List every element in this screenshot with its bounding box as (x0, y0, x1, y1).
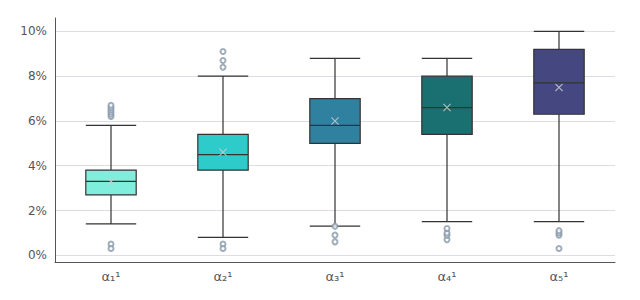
svg-text:4%: 4% (28, 159, 47, 173)
svg-text:α₁¹: α₁¹ (102, 269, 121, 284)
svg-text:α₂¹: α₂¹ (214, 269, 233, 284)
svg-text:α₅¹: α₅¹ (550, 269, 569, 284)
svg-text:10%: 10% (20, 24, 47, 38)
svg-text:α₃¹: α₃¹ (326, 269, 345, 284)
svg-text:α₄¹: α₄¹ (438, 269, 457, 284)
svg-text:8%: 8% (28, 69, 47, 83)
svg-text:0%: 0% (28, 248, 47, 262)
svg-text:6%: 6% (28, 114, 47, 128)
svg-text:2%: 2% (28, 204, 47, 218)
